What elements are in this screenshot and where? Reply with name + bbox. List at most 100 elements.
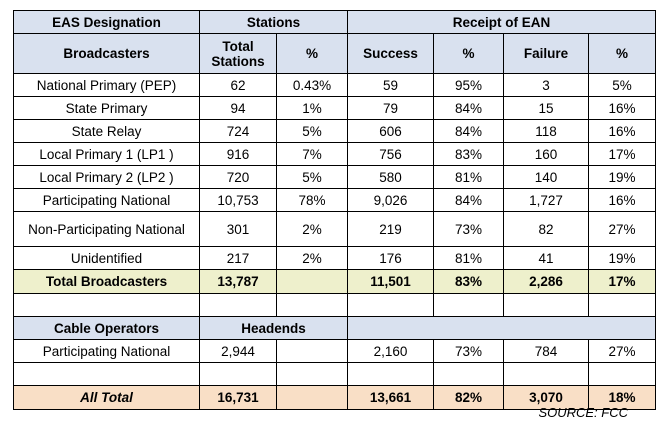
row-name: National Primary (PEP) bbox=[13, 73, 200, 97]
table-row: State Relay 724 5% 606 84% 118 16% bbox=[13, 119, 656, 143]
row-name: State Primary bbox=[13, 96, 200, 120]
row-failure: 1,727 bbox=[503, 188, 589, 212]
row-failure: 15 bbox=[503, 96, 589, 120]
row-failure-pct: 19% bbox=[588, 246, 656, 270]
row-name: Local Primary 1 (LP1 ) bbox=[13, 142, 200, 166]
cable-row-failure-pct: 27% bbox=[588, 339, 656, 363]
row-success: 756 bbox=[347, 142, 434, 166]
table-row: Local Primary 1 (LP1 ) 916 7% 756 83% 16… bbox=[13, 142, 656, 166]
all-total-success-pct: 82% bbox=[433, 385, 504, 410]
cable-row-total: 2,944 bbox=[199, 339, 277, 363]
row-failure-pct: 17% bbox=[588, 142, 656, 166]
receipt-of-ean-header: Receipt of EAN bbox=[347, 10, 656, 34]
row-pct: 1% bbox=[276, 96, 348, 120]
row-failure-pct: 16% bbox=[588, 96, 656, 120]
total-broadcasters-label: Total Broadcasters bbox=[13, 269, 200, 294]
cable-row: Participating National 2,944 2,160 73% 7… bbox=[13, 339, 656, 363]
row-name: Unidentified bbox=[13, 246, 200, 270]
table-row: Local Primary 2 (LP2 ) 720 5% 580 81% 14… bbox=[13, 165, 656, 189]
row-failure: 118 bbox=[503, 119, 589, 143]
all-total-success: 13,661 bbox=[347, 385, 434, 410]
row-success-pct: 84% bbox=[433, 96, 504, 120]
stations-header: Stations bbox=[199, 10, 348, 34]
row-total: 724 bbox=[199, 119, 277, 143]
row-failure: 140 bbox=[503, 165, 589, 189]
row-name: State Relay bbox=[13, 119, 200, 143]
row-success-pct: 84% bbox=[433, 119, 504, 143]
total-broadcasters-failure: 2,286 bbox=[503, 269, 589, 294]
row-success: 176 bbox=[347, 246, 434, 270]
table-row: Non-Participating National 301 2% 219 73… bbox=[13, 211, 656, 247]
spacer-row bbox=[13, 293, 656, 317]
success-header: Success bbox=[347, 33, 434, 74]
success-pct-header: % bbox=[433, 33, 504, 74]
total-broadcasters-total: 13,787 bbox=[199, 269, 277, 294]
row-failure-pct: 16% bbox=[588, 119, 656, 143]
row-success: 219 bbox=[347, 211, 434, 247]
cable-operators-label: Cable Operators bbox=[13, 316, 200, 340]
table-row: Unidentified 217 2% 176 81% 41 19% bbox=[13, 246, 656, 270]
all-total-total: 16,731 bbox=[199, 385, 277, 410]
row-success: 580 bbox=[347, 165, 434, 189]
row-name: Participating National bbox=[13, 188, 200, 212]
row-failure-pct: 27% bbox=[588, 211, 656, 247]
source-note: SOURCE: FCC bbox=[538, 405, 628, 420]
table-row: Participating National 10,753 78% 9,026 … bbox=[13, 188, 656, 212]
total-stations-header: Total Stations bbox=[199, 33, 277, 74]
row-failure: 41 bbox=[503, 246, 589, 270]
row-total: 217 bbox=[199, 246, 277, 270]
row-total: 916 bbox=[199, 142, 277, 166]
row-name: Non-Participating National bbox=[13, 211, 200, 247]
row-total: 62 bbox=[199, 73, 277, 97]
total-broadcasters-failure-pct: 17% bbox=[588, 269, 656, 294]
stations-pct-header: % bbox=[276, 33, 348, 74]
row-failure-pct: 16% bbox=[588, 188, 656, 212]
failure-header: Failure bbox=[503, 33, 589, 74]
row-pct: 0.43% bbox=[276, 73, 348, 97]
row-pct: 2% bbox=[276, 211, 348, 247]
row-pct: 2% bbox=[276, 246, 348, 270]
row-total: 301 bbox=[199, 211, 277, 247]
total-broadcasters-success: 11,501 bbox=[347, 269, 434, 294]
row-success: 9,026 bbox=[347, 188, 434, 212]
spacer-row bbox=[13, 362, 656, 386]
all-total-pct bbox=[276, 385, 348, 410]
cable-row-name: Participating National bbox=[13, 339, 200, 363]
all-total-failure-pct: 18% bbox=[588, 385, 656, 410]
total-broadcasters-row: Total Broadcasters 13,787 11,501 83% 2,2… bbox=[13, 269, 656, 294]
header-row-1: EAS Designation Stations Receipt of EAN bbox=[13, 10, 656, 34]
cable-row-pct bbox=[276, 339, 348, 363]
row-pct: 7% bbox=[276, 142, 348, 166]
headends-header: Headends bbox=[199, 316, 348, 340]
row-failure: 160 bbox=[503, 142, 589, 166]
row-success: 606 bbox=[347, 119, 434, 143]
row-success-pct: 95% bbox=[433, 73, 504, 97]
all-total-label: All Total bbox=[13, 385, 200, 410]
broadcasters-header: Broadcasters bbox=[13, 33, 200, 74]
header-row-2: Broadcasters Total Stations % Success % … bbox=[13, 33, 656, 74]
row-success: 59 bbox=[347, 73, 434, 97]
row-failure: 82 bbox=[503, 211, 589, 247]
row-pct: 78% bbox=[276, 188, 348, 212]
eas-designation-header: EAS Designation bbox=[13, 10, 200, 34]
row-failure: 3 bbox=[503, 73, 589, 97]
row-success-pct: 84% bbox=[433, 188, 504, 212]
row-success-pct: 73% bbox=[433, 211, 504, 247]
cable-row-failure: 784 bbox=[503, 339, 589, 363]
failure-pct-header: % bbox=[588, 33, 656, 74]
row-success-pct: 81% bbox=[433, 165, 504, 189]
table-row: State Primary 94 1% 79 84% 15 16% bbox=[13, 96, 656, 120]
row-failure-pct: 19% bbox=[588, 165, 656, 189]
row-success-pct: 83% bbox=[433, 142, 504, 166]
row-total: 720 bbox=[199, 165, 277, 189]
row-success: 79 bbox=[347, 96, 434, 120]
cable-header-fill bbox=[347, 316, 656, 340]
row-total: 94 bbox=[199, 96, 277, 120]
row-pct: 5% bbox=[276, 165, 348, 189]
table-row: National Primary (PEP) 62 0.43% 59 95% 3… bbox=[13, 73, 656, 97]
cable-row-success: 2,160 bbox=[347, 339, 434, 363]
cable-operators-header-row: Cable Operators Headends bbox=[13, 316, 656, 340]
row-name: Local Primary 2 (LP2 ) bbox=[13, 165, 200, 189]
cable-row-success-pct: 73% bbox=[433, 339, 504, 363]
row-pct: 5% bbox=[276, 119, 348, 143]
